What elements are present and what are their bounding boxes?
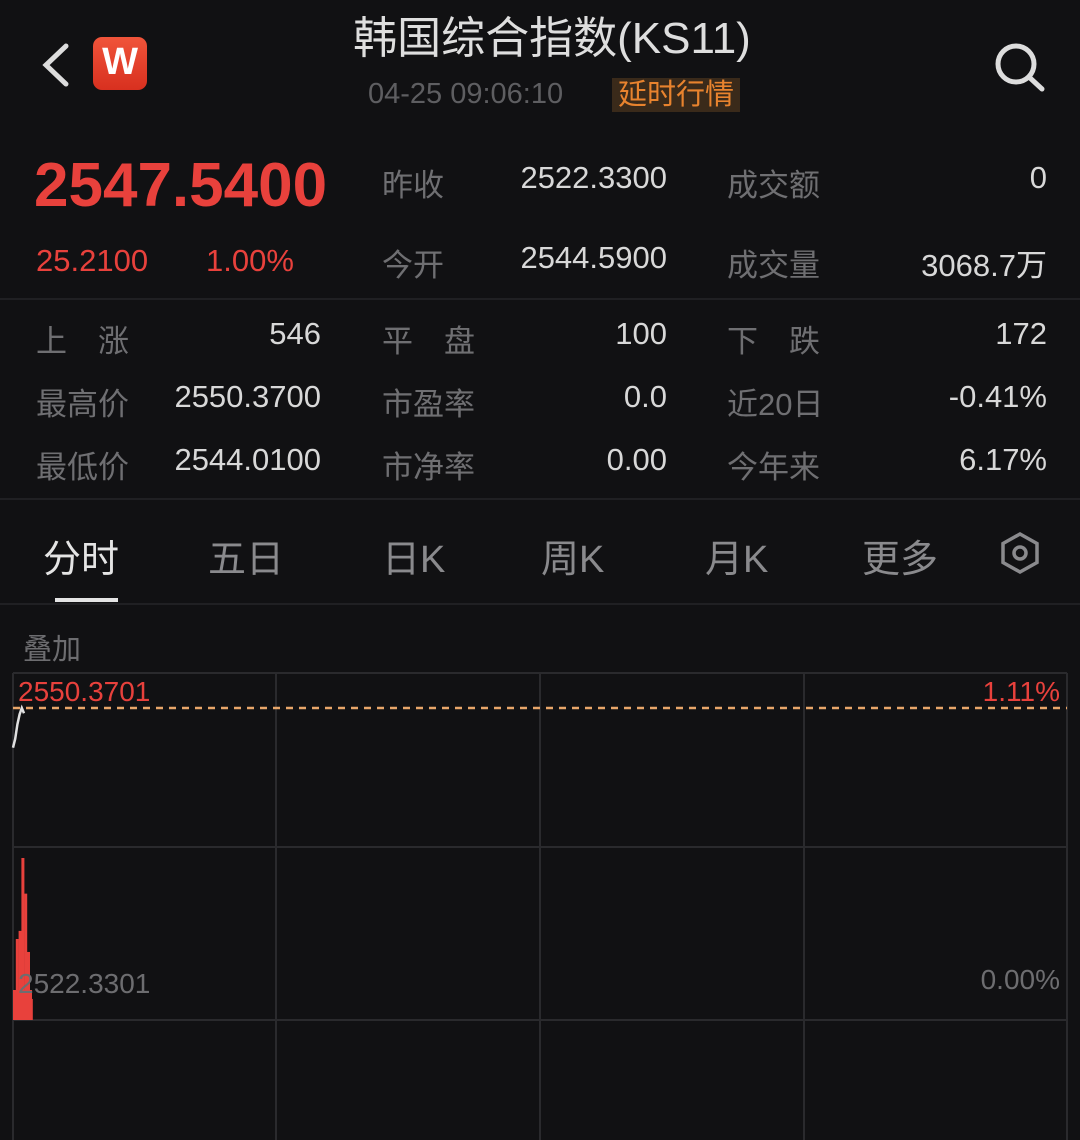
stat-label: 近20日 [727,387,824,422]
volume-bar [18,930,22,1020]
active-tab-indicator [55,598,118,602]
high-price-label: 2550.3701 [18,676,151,707]
tab-monthly-k[interactable]: 月K [705,539,769,581]
high-pct-label: 1.11% [982,676,1060,707]
stat-value: 0.0 [623,379,667,414]
stat-value: 546 [269,316,321,351]
divider [0,298,1080,300]
stat-label: 最低价 [36,450,129,485]
current-price: 2547.5400 [34,151,328,220]
stat-value: 100 [615,316,667,351]
volume-bar [13,990,32,1020]
stat-value: 2544.0100 [174,442,321,477]
tab-weekly-k[interactable]: 周K [541,539,605,581]
prev-close-value: 2522.3300 [520,160,667,195]
open-label: 今开 [382,248,444,283]
volume-bar [15,939,19,1020]
price-change-pct: 1.00% [206,243,294,278]
stat-label: 市盈率 [382,387,475,422]
prev-close-label: 昨收 [382,168,444,203]
stat-label: 平 盘 [382,324,475,359]
volume-bar [27,951,30,1020]
divider [0,498,1080,500]
stat-label: 市净率 [382,450,475,485]
tab-more[interactable]: 更多 [862,539,939,581]
divider [0,603,1080,605]
price-change: 25.2100 [36,243,149,278]
stat-value: 6.17% [959,442,1047,477]
volume-bar [24,893,28,1020]
volume-bar [21,858,25,1020]
delayed-badge: 延时行情 [612,78,741,112]
tab-intraday[interactable]: 分时 [43,539,120,581]
app-logo[interactable]: W [93,37,147,90]
stat-value: 2550.3700 [174,379,321,414]
page-title: 韩国综合指数(KS11) [353,14,751,63]
overlay-button[interactable]: 叠加 [23,634,82,666]
stat-label: 今年来 [727,450,820,485]
stat-label: 下 跌 [727,324,820,359]
base-pct-label: 0.00% [980,964,1060,995]
volume-label: 成交量 [727,248,820,283]
stat-value: 0.00 [606,442,667,477]
amount-value: 0 [1029,160,1047,195]
tab-five-day[interactable]: 五日 [208,539,285,581]
stat-label: 最高价 [36,387,129,422]
amount-label: 成交额 [727,168,820,203]
open-value: 2544.5900 [520,240,667,275]
volume-value: 3068.7万 [921,248,1047,283]
intraday-chart [11,672,1068,1140]
back-chevron-icon[interactable] [38,42,74,88]
datetime: 04-25 09:06:10 [368,78,564,110]
price-line [11,704,26,749]
search-icon[interactable] [992,40,1048,94]
stat-value: 172 [995,316,1047,351]
stat-value: -0.41% [948,379,1047,414]
chart-settings-icon[interactable] [998,531,1042,575]
tab-daily-k[interactable]: 日K [382,539,446,581]
stat-label: 上 涨 [36,324,129,359]
base-price-label: 2522.3301 [18,968,151,999]
